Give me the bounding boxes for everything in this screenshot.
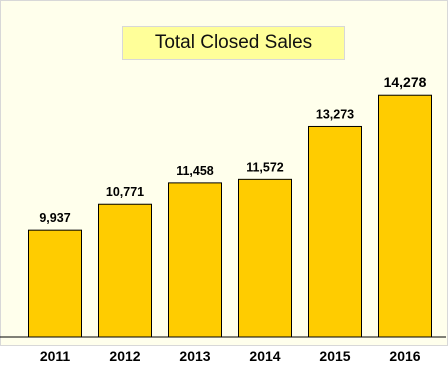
bar-2011: [28, 229, 82, 338]
x-tick-label-2011: 2011: [40, 348, 71, 364]
value-label-2015: 13,273: [316, 107, 354, 121]
x-tick-label-2013: 2013: [179, 348, 210, 364]
bar-2012: [98, 203, 152, 338]
bar-2013: [168, 182, 222, 338]
value-labels-group: 9,937 10,771 11,458 11,572 13,273 14,278: [39, 74, 426, 225]
value-label-2016: 14,278: [384, 74, 427, 90]
x-tick-labels-group: 2011 2012 2013 2014 2015 2016: [40, 348, 421, 364]
x-tick-label-2015: 2015: [319, 348, 350, 364]
bar-2014: [238, 178, 292, 338]
value-label-2013: 11,458: [176, 164, 214, 178]
value-label-2014: 11,572: [246, 160, 284, 174]
bars-group: [28, 94, 432, 338]
bar-2016: [378, 94, 432, 338]
value-label-2011: 9,937: [39, 211, 70, 225]
x-tick-label-2016: 2016: [389, 348, 420, 364]
x-tick-label-2012: 2012: [109, 348, 140, 364]
chart-title: Total Closed Sales: [122, 26, 345, 60]
value-label-2012: 10,771: [106, 185, 144, 199]
bar-2015: [308, 125, 362, 338]
x-tick-label-2014: 2014: [249, 348, 280, 364]
